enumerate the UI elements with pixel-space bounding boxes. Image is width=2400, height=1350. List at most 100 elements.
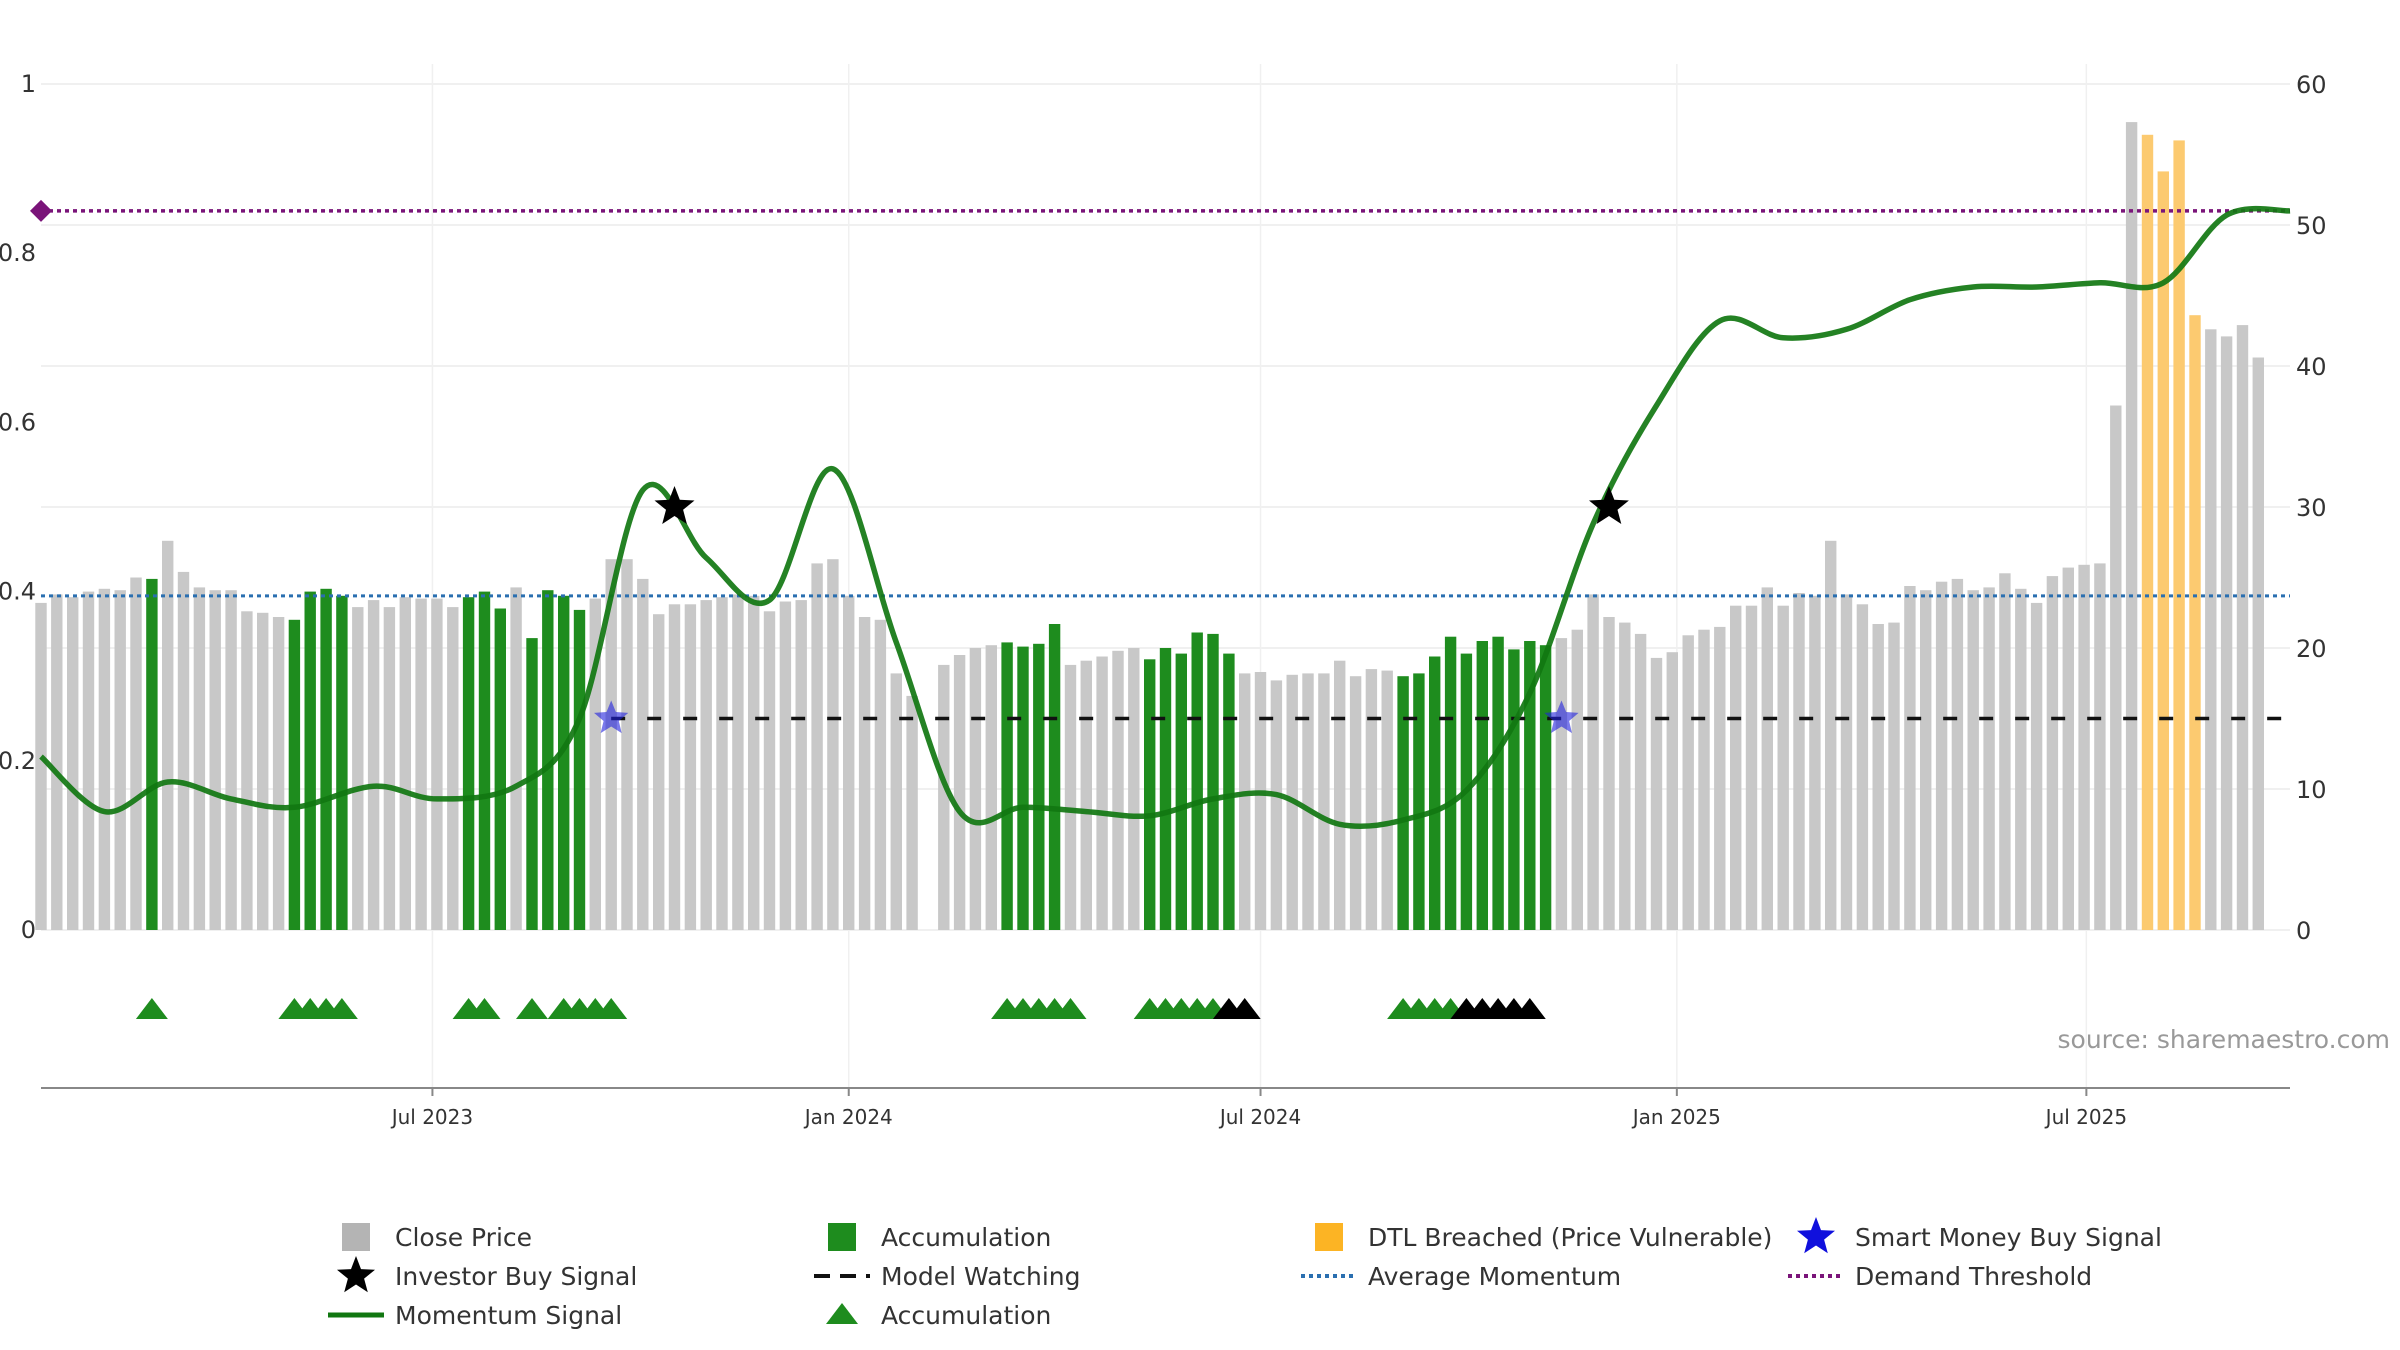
accumulation-bar — [304, 591, 316, 930]
accumulation-bar — [1492, 636, 1504, 930]
close-price-bar — [1761, 587, 1773, 930]
close-price-bar — [1650, 657, 1663, 930]
dtl-breached-bar — [2189, 315, 2201, 930]
close-price-bar — [1112, 650, 1124, 930]
close-price-bar — [1888, 622, 1900, 930]
right-axis-tick-label: 40 — [2296, 353, 2327, 381]
close-price-bar — [1682, 635, 1694, 930]
close-price-bar — [1840, 594, 1853, 930]
close-price-bar — [51, 594, 63, 930]
close-price-bar — [969, 648, 982, 930]
accumulation-triangle — [468, 998, 501, 1019]
accumulation-bar — [1413, 673, 1425, 930]
close-price-bar — [1239, 673, 1251, 930]
momentum-signal-line — [39, 205, 2291, 830]
accumulation-bar — [462, 597, 475, 930]
accumulation-bar — [1524, 641, 1536, 930]
close-price-bar — [605, 559, 617, 930]
demand-threshold-marker — [30, 199, 52, 222]
close-price-bar — [82, 591, 95, 930]
source-label: source: sharemaestro.com — [2058, 1025, 2391, 1054]
close-price-bar — [1334, 660, 1346, 930]
close-price-bar — [1698, 629, 1710, 930]
close-price-bar — [938, 664, 950, 930]
accumulation-bar — [1223, 653, 1235, 930]
close-price-bars — [35, 122, 2264, 931]
legend-item: Investor Buy Signal — [337, 1256, 637, 1293]
x-axis-tick-label: Jul 2024 — [1218, 1105, 1301, 1129]
close-price-bar — [1999, 573, 2011, 930]
legend-label: Investor Buy Signal — [395, 1262, 637, 1291]
close-price-bar — [2205, 329, 2217, 930]
accumulation-bar — [1207, 633, 1219, 930]
close-price-bar — [795, 600, 807, 930]
accumulation-bar — [542, 590, 554, 930]
x-axis-tick-label: Jul 2023 — [390, 1105, 473, 1129]
accumulation-bar — [558, 595, 570, 930]
close-price-bar — [1634, 633, 1647, 930]
grid — [41, 64, 2290, 1088]
close-price-bar — [1714, 626, 1726, 930]
accumulation-triangle — [516, 998, 548, 1019]
close-price-bar — [1064, 664, 1077, 930]
close-price-bar — [2015, 588, 2027, 930]
close-price-bar — [98, 588, 111, 930]
accumulation-bar — [573, 609, 586, 930]
close-price-bar — [637, 578, 649, 930]
accumulation-triangle — [325, 998, 358, 1019]
close-price-bar — [1872, 624, 1884, 930]
left-axis-tick-label: 0.6 — [0, 408, 36, 436]
close-price-bar — [447, 607, 459, 930]
close-price-bar — [1587, 594, 1599, 930]
right-axis-tick-label: 0 — [2296, 917, 2311, 945]
close-price-bar — [684, 604, 697, 930]
left-axis-tick-label: 1 — [21, 70, 36, 98]
close-price-bar — [1381, 670, 1393, 930]
close-price-bar — [827, 559, 839, 930]
close-price-bar — [1270, 680, 1283, 930]
legend-label: Model Watching — [881, 1262, 1081, 1291]
close-price-bar — [1777, 605, 1789, 930]
close-price-bar — [843, 595, 855, 930]
indicator-lines — [30, 199, 2291, 830]
close-price-bar — [716, 597, 728, 930]
close-price-bar — [1571, 629, 1583, 930]
accumulation-bar — [146, 578, 158, 930]
close-price-bar — [114, 590, 126, 930]
close-price-bar — [272, 617, 285, 930]
close-price-bar — [1096, 656, 1108, 930]
dtl-breached-bar — [2173, 140, 2185, 930]
legend-item: Average Momentum — [1301, 1262, 1621, 1291]
close-price-bar — [1730, 605, 1742, 930]
close-price-bar — [668, 604, 681, 930]
accumulation-bar — [1017, 646, 1029, 930]
close-price-bar — [748, 595, 760, 930]
close-price-bar — [177, 571, 190, 930]
close-price-bar — [257, 612, 269, 931]
left-axis-tick-label: 0.4 — [0, 578, 36, 606]
close-price-bar — [1745, 605, 1758, 930]
legend-item: Model Watching — [814, 1262, 1081, 1291]
close-price-bar — [811, 563, 823, 930]
close-price-bar — [1793, 593, 1805, 930]
close-price-bar — [1302, 673, 1314, 930]
accumulation-bar — [1508, 649, 1520, 930]
close-price-bar — [1856, 604, 1869, 930]
right-axis-tick-label: 10 — [2296, 776, 2327, 804]
x-axis-tick-label: Jan 2024 — [803, 1105, 893, 1129]
close-price-bar — [415, 598, 427, 930]
right-axis-tick-label: 60 — [2296, 71, 2327, 99]
close-price-bar — [2046, 576, 2059, 930]
close-price-bar — [399, 597, 411, 930]
accumulation-bar — [336, 595, 348, 930]
close-price-bar — [1619, 622, 1631, 930]
close-price-bar — [1603, 617, 1615, 930]
dtl-breached-bar — [2157, 171, 2169, 930]
close-price-bar — [1904, 586, 1916, 930]
accumulation-bar — [320, 588, 332, 930]
close-price-bar — [2030, 602, 2043, 930]
accumulation-bar — [1397, 676, 1409, 930]
close-price-bar — [1967, 590, 1979, 930]
close-price-bar — [241, 611, 253, 930]
close-price-bar — [858, 617, 871, 930]
